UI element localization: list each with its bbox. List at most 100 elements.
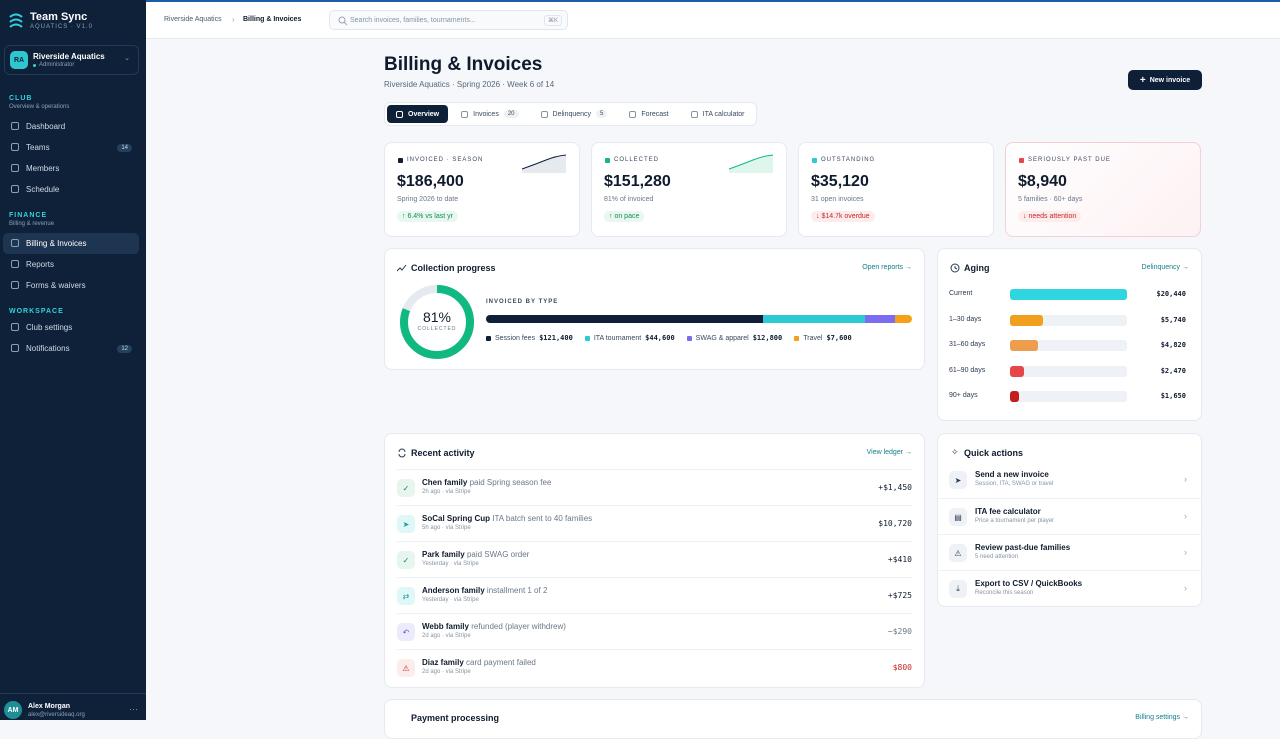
nav-subheading: Billing & revenue [9,221,55,227]
activity-what: installment 1 of 2 [486,586,548,595]
nav-icon [11,323,19,331]
tab[interactable]: Overview [387,105,449,123]
chevron: › [1184,547,1187,557]
legend-value: $44,600 [645,334,675,342]
row-divider [397,469,912,470]
activity-amount: +$1,450 [878,483,912,492]
activity-amount: +$410 [887,555,912,564]
quick-icon: ▤ [949,508,967,526]
quick-action[interactable]: ⤓ Export to CSV / QuickBooks Reconcile thi… [938,570,1201,606]
shortcut: ⌘K [543,15,562,26]
tab[interactable]: Delinquency 5 [532,105,617,123]
page-subtitle: Riverside Aquatics · Spring 2026 · Week … [384,80,555,89]
aging-card: Aging Delinquency → Current $20,440 1–30 d… [937,248,1202,421]
card-title: Collection progress [411,263,496,273]
activity-line: Diaz family card payment failed [422,658,536,667]
nav-item[interactable]: Notifications 12 [3,338,139,359]
legend-name: SWAG & apparel [695,334,749,342]
card-title: Aging [964,263,990,273]
card-link[interactable]: View ledger → [866,449,912,456]
kpi-value: $186,400 [397,173,464,190]
kpi-sub: 5 families · 60+ days [1018,196,1083,203]
quick-sub: Session, ITA, SWAG or travel [975,481,1054,487]
card-link[interactable]: Delinquency → [1141,264,1189,271]
aging-bucket: 61–90 days [949,366,986,374]
donut-arc [400,285,474,359]
nav-label: Forms & waivers [26,281,86,290]
tab-icon [690,110,698,118]
legend-name: ITA tournament [593,334,642,342]
legend-swatch [584,335,590,341]
nav-item[interactable]: Teams 14 [3,137,139,158]
activity-line: Park family paid SWAG order [422,550,529,559]
nav-item[interactable]: Club settings [3,317,139,338]
activity-card: Recent activity View ledger → ✓ Chen fami… [384,433,925,688]
org-switcher[interactable]: RA Riverside Aquatics Administrator ⌄ [4,45,139,75]
aging-amount: $20,440 [1156,290,1186,298]
card-title: Quick actions [964,448,1024,458]
activity-amount: $10,720 [878,519,912,528]
aging-amount: $5,740 [1160,315,1186,324]
nav-heading: WORKSPACE [9,308,64,315]
nav-item[interactable]: Dashboard [3,116,139,137]
activity-meta: 2h ago · via Stripe [422,489,471,495]
nav-label: Club settings [26,323,73,332]
tagline: AQUATICS · V1.0 [30,24,93,30]
logo [9,13,23,28]
aging-track [1010,391,1127,402]
bar-segment [865,315,895,323]
tab-count: 5 [596,110,608,118]
donut-caption: COLLECTED [417,326,457,332]
nav-label: Members [26,164,60,173]
donut [400,285,474,359]
activity-who: Webb family [422,622,469,631]
tab[interactable]: Invoices 20 [452,105,527,123]
kpi-label: COLLECTED [614,157,660,163]
legend-name: Travel [803,334,823,342]
nav-item[interactable]: Members [3,158,139,179]
activity-what: paid SWAG order [466,550,530,559]
kpi-sub: Spring 2026 to date [397,196,459,203]
org-avatar: RA [10,51,28,69]
tab-icon [540,110,548,118]
kpi-trend: ↑ 6.4% vs last yr [397,211,458,222]
nav-item[interactable]: Schedule [3,179,139,200]
tab[interactable]: Forecast [620,105,677,123]
breadcrumb[interactable]: Riverside Aquatics [164,16,222,23]
aging-bar [1010,314,1043,326]
chevron: › [1184,474,1187,484]
legend-item: Travel $7,600 [794,334,852,342]
activity-icon: ↶ [397,623,415,641]
activity-line: Anderson family installment 1 of 2 [422,586,547,595]
kpi-label: OUTSTANDING [821,157,876,163]
sparkline [521,154,567,173]
kpi-card: COLLECTED $151,280 81% of invoiced ↑ on pac… [591,142,787,237]
aging-bucket: 1–30 days [949,315,982,323]
nav-item[interactable]: Billing & Invoices [3,233,139,254]
nav-icon [11,164,19,172]
activity-icon: ➤ [397,515,415,533]
nav-badge: 14 [117,143,132,152]
tab[interactable]: ITA calculator [682,105,754,123]
quick-action[interactable]: ▤ ITA fee calculator Price a tournament pe… [938,498,1201,534]
legend-swatch [686,335,692,341]
activity-meta: 2d ago · via Stripe [422,633,471,639]
card-title: Payment processing [411,713,500,723]
user-menu[interactable]: ··· [129,704,138,714]
search[interactable]: Search invoices, families, tournaments..… [329,10,568,30]
activity-amount: $800 [892,663,912,672]
aging-bar [1010,365,1025,377]
quick-action[interactable]: ⚠ Review past-due families 5 need attentio… [938,534,1201,570]
nav-item[interactable]: Forms & waivers [3,275,139,296]
quick-sub: 5 need attention [975,554,1019,560]
aging-track [1010,365,1127,377]
new-invoice-button[interactable]: + New invoice [1128,70,1202,90]
card-link[interactable]: Open reports → [862,264,912,271]
quick-action[interactable]: ➤ Send a new invoice Session, ITA, SWAG or… [938,462,1201,498]
sidebar: Team Sync AQUATICS · V1.0 RA Riverside A… [0,0,146,720]
card-title: Recent activity [411,448,475,458]
card-link[interactable]: Billing settings → [1135,714,1189,721]
nav-icon [11,143,19,151]
nav-item[interactable]: Reports [3,254,139,275]
